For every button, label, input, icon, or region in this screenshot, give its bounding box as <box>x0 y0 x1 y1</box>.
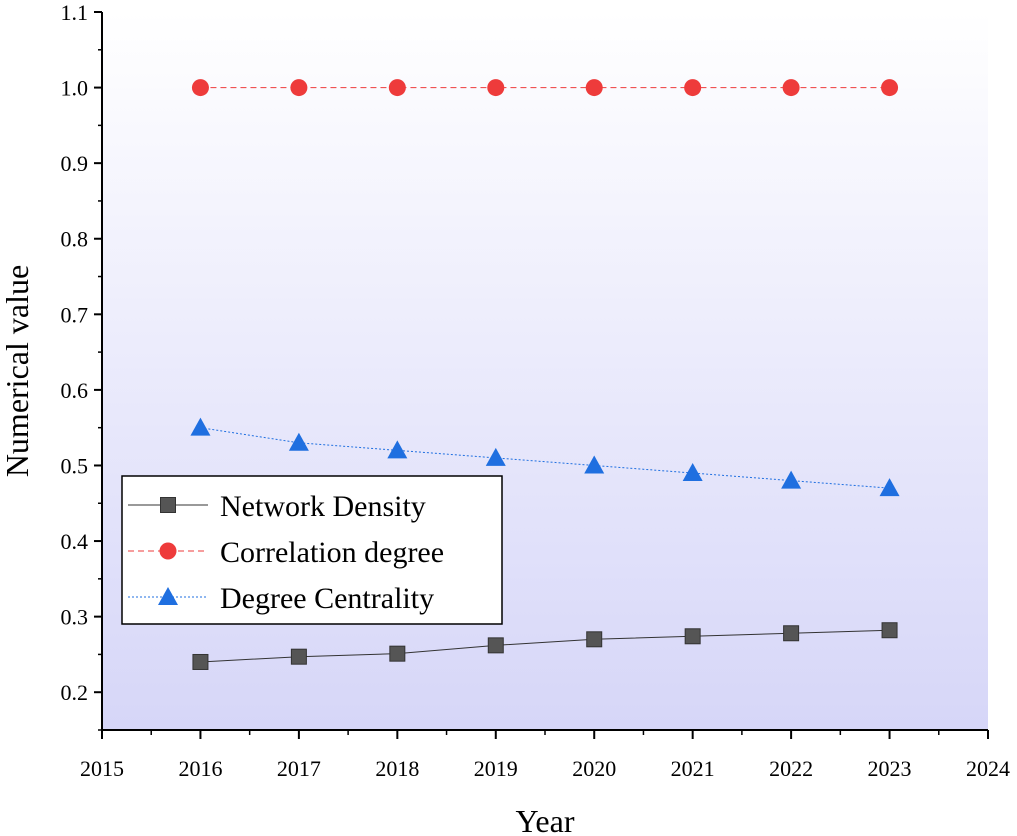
data-point <box>881 79 899 97</box>
data-point <box>190 417 211 436</box>
x-tick-label: 2015 <box>80 756 124 781</box>
x-axis-title: Year <box>516 803 575 836</box>
legend-label: Degree Centrality <box>220 582 434 615</box>
y-tick-label: 0.3 <box>61 605 89 630</box>
legend-label: Network Density <box>220 490 426 523</box>
data-point <box>487 79 505 97</box>
legend: Network Density Correlation degree Degree … <box>121 475 503 625</box>
y-tick-label: 0.6 <box>61 378 89 403</box>
series-correlation-degree <box>191 79 899 97</box>
x-tick-label: 2020 <box>572 756 616 781</box>
x-tick-label: 2024 <box>966 756 1010 781</box>
data-point <box>781 470 802 489</box>
data-point <box>487 637 504 654</box>
axes: 0.2 0.3 0.4 0.5 0.6 0.7 0.8 0.9 1.0 1.1 2015 2016 20… <box>61 0 1011 781</box>
series-degree-centrality <box>190 417 900 497</box>
y-axis-title: Numerical value <box>0 265 35 477</box>
x-tick-label: 2018 <box>375 756 419 781</box>
data-point <box>585 79 603 97</box>
data-point <box>586 631 603 648</box>
y-tick-label: 0.9 <box>61 151 89 176</box>
x-tick-label: 2022 <box>769 756 813 781</box>
y-tick-label: 0.7 <box>61 302 89 327</box>
series-network-density <box>192 622 898 670</box>
legend-marker <box>158 587 178 605</box>
data-point <box>485 447 506 466</box>
data-point <box>584 455 605 474</box>
data-point <box>290 648 307 665</box>
data-point <box>192 653 209 670</box>
y-tick-label: 0.4 <box>61 529 89 554</box>
legend-marker <box>159 542 177 560</box>
y-tick-label: 1.1 <box>61 0 89 25</box>
y-tick-label: 0.8 <box>61 227 89 252</box>
x-tick-label: 2019 <box>474 756 518 781</box>
y-tick-label: 0.5 <box>61 453 89 478</box>
legend-box <box>121 475 503 625</box>
data-point <box>387 440 408 459</box>
y-tick-label: 1.0 <box>61 76 89 101</box>
data-point <box>389 645 406 662</box>
x-tick-label: 2023 <box>868 756 912 781</box>
data-point <box>879 478 900 497</box>
x-tick-label: 2017 <box>277 756 321 781</box>
y-tick-label: 0.2 <box>61 680 89 705</box>
data-point <box>684 628 701 645</box>
legend-marker <box>160 497 176 513</box>
legend-label: Correlation degree <box>220 536 444 569</box>
x-tick-label: 2021 <box>671 756 715 781</box>
data-point <box>290 79 308 97</box>
series-line <box>200 427 890 489</box>
data-point <box>881 622 898 639</box>
x-tick-label: 2016 <box>178 756 222 781</box>
data-point <box>191 79 209 97</box>
data-point <box>782 79 800 97</box>
data-point <box>684 79 702 97</box>
data-point <box>682 463 703 482</box>
series-layer <box>190 79 900 670</box>
data-point <box>388 79 406 97</box>
data-point <box>783 625 800 642</box>
series-line <box>200 629 890 663</box>
data-point <box>288 432 309 451</box>
